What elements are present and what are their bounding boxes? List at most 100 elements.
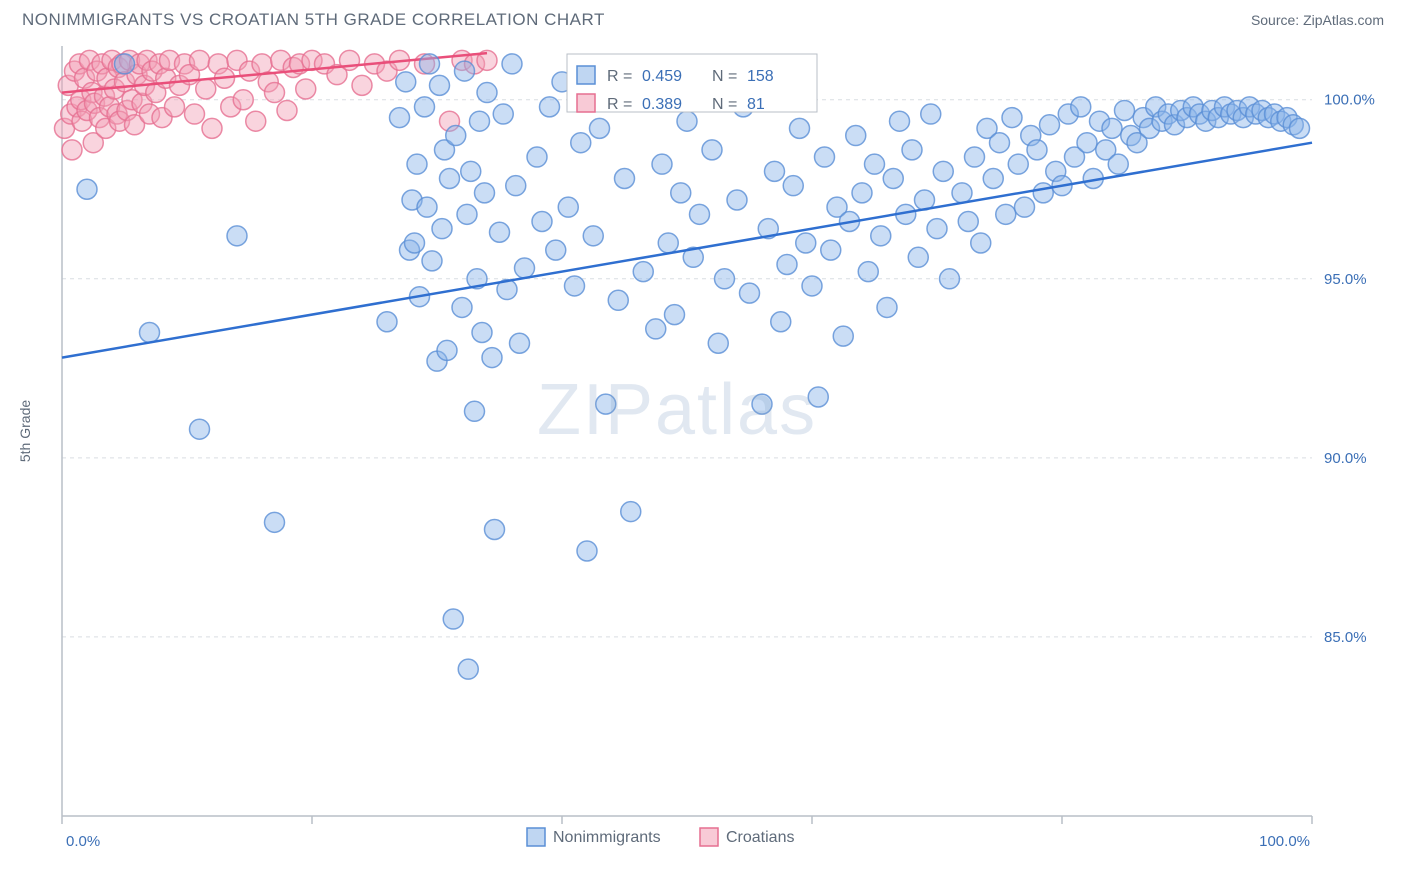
scatter-point bbox=[458, 659, 478, 679]
source-label: Source: ZipAtlas.com bbox=[1251, 12, 1384, 28]
legend-stats: R =0.459N =158R =0.389N = 81 bbox=[567, 54, 817, 113]
scatter-point bbox=[596, 394, 616, 414]
scatter-point bbox=[783, 176, 803, 196]
scatter-point bbox=[422, 251, 442, 271]
scatter-point bbox=[652, 154, 672, 174]
scatter-point bbox=[708, 333, 728, 353]
scatter-point bbox=[196, 79, 216, 99]
y-axis-label: 5th Grade bbox=[17, 400, 33, 462]
scatter-point bbox=[558, 197, 578, 217]
scatter-point bbox=[702, 140, 722, 160]
scatter-point bbox=[833, 326, 853, 346]
scatter-point bbox=[908, 247, 928, 267]
xtick-label: 100.0% bbox=[1259, 833, 1310, 850]
scatter-point bbox=[461, 161, 481, 181]
scatter-point bbox=[796, 233, 816, 253]
scatter-point bbox=[490, 222, 510, 242]
scatter-point bbox=[407, 154, 427, 174]
scatter-point bbox=[890, 111, 910, 131]
scatter-point bbox=[415, 97, 435, 117]
chart-container: 85.0%90.0%95.0%100.0%0.0%100.0%5th Grade… bbox=[12, 36, 1394, 876]
scatter-point bbox=[277, 100, 297, 120]
ytick-label: 85.0% bbox=[1324, 629, 1367, 646]
correlation-scatter-chart: 85.0%90.0%95.0%100.0%0.0%100.0%5th Grade… bbox=[12, 36, 1394, 876]
scatter-point bbox=[452, 297, 472, 317]
scatter-point bbox=[933, 161, 953, 181]
scatter-point bbox=[482, 348, 502, 368]
scatter-point bbox=[671, 183, 691, 203]
scatter-point bbox=[1027, 140, 1047, 160]
scatter-point bbox=[252, 54, 272, 74]
legend-r-value: 0.459 bbox=[642, 68, 682, 85]
scatter-point bbox=[940, 269, 960, 289]
scatter-point bbox=[227, 226, 247, 246]
scatter-point bbox=[1040, 115, 1060, 135]
scatter-point bbox=[821, 240, 841, 260]
scatter-point bbox=[390, 108, 410, 128]
scatter-point bbox=[115, 54, 135, 74]
legend-r-label: R = bbox=[607, 68, 632, 85]
legend-n-label: N = bbox=[712, 96, 737, 113]
scatter-point bbox=[296, 79, 316, 99]
scatter-point bbox=[808, 387, 828, 407]
scatter-point bbox=[265, 83, 285, 103]
scatter-point bbox=[583, 226, 603, 246]
scatter-point bbox=[740, 283, 760, 303]
scatter-point bbox=[571, 133, 591, 153]
xtick-label: 0.0% bbox=[66, 833, 100, 850]
legend-series-label: Croatians bbox=[726, 829, 794, 846]
scatter-point bbox=[965, 147, 985, 167]
scatter-point bbox=[265, 512, 285, 532]
scatter-point bbox=[1002, 108, 1022, 128]
scatter-point bbox=[608, 290, 628, 310]
ytick-label: 95.0% bbox=[1324, 271, 1367, 288]
scatter-point bbox=[420, 54, 440, 74]
chart-title: NONIMMIGRANTS VS CROATIAN 5TH GRADE CORR… bbox=[22, 10, 605, 30]
scatter-point bbox=[690, 204, 710, 224]
scatter-point bbox=[465, 401, 485, 421]
scatter-point bbox=[540, 97, 560, 117]
scatter-point bbox=[546, 240, 566, 260]
scatter-point bbox=[790, 118, 810, 138]
trendline-blue bbox=[62, 143, 1312, 358]
scatter-point bbox=[457, 204, 477, 224]
scatter-point bbox=[927, 219, 947, 239]
scatter-point bbox=[527, 147, 547, 167]
scatter-point bbox=[440, 169, 460, 189]
scatter-point bbox=[577, 541, 597, 561]
scatter-point bbox=[246, 111, 266, 131]
scatter-point bbox=[77, 179, 97, 199]
scatter-point bbox=[202, 118, 222, 138]
scatter-point bbox=[1290, 118, 1310, 138]
scatter-point bbox=[727, 190, 747, 210]
scatter-point bbox=[952, 183, 972, 203]
scatter-point bbox=[590, 118, 610, 138]
scatter-point bbox=[190, 50, 210, 70]
legend-n-value: 158 bbox=[747, 68, 774, 85]
scatter-point bbox=[871, 226, 891, 246]
scatter-point bbox=[502, 54, 522, 74]
scatter-point bbox=[455, 61, 475, 81]
scatter-point bbox=[1077, 133, 1097, 153]
legend-r-label: R = bbox=[607, 96, 632, 113]
legend-swatch bbox=[527, 828, 545, 846]
series-blue bbox=[77, 54, 1310, 679]
scatter-point bbox=[493, 104, 513, 124]
scatter-point bbox=[443, 609, 463, 629]
scatter-point bbox=[1115, 100, 1135, 120]
scatter-point bbox=[506, 176, 526, 196]
scatter-point bbox=[1071, 97, 1091, 117]
scatter-point bbox=[510, 333, 530, 353]
scatter-point bbox=[1102, 118, 1122, 138]
scatter-point bbox=[771, 312, 791, 332]
scatter-point bbox=[646, 319, 666, 339]
scatter-point bbox=[62, 140, 82, 160]
scatter-point bbox=[852, 183, 872, 203]
scatter-point bbox=[140, 323, 160, 343]
scatter-point bbox=[405, 233, 425, 253]
scatter-point bbox=[377, 312, 397, 332]
scatter-point bbox=[752, 394, 772, 414]
scatter-point bbox=[921, 104, 941, 124]
ytick-label: 90.0% bbox=[1324, 450, 1367, 467]
scatter-point bbox=[1015, 197, 1035, 217]
